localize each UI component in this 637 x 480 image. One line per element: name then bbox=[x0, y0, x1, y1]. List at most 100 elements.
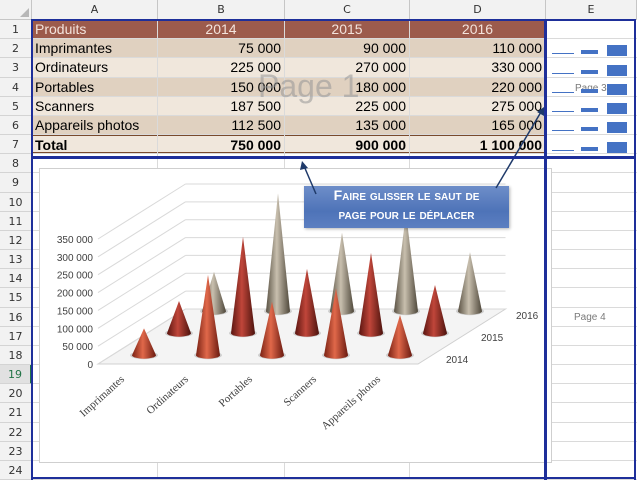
mini-bar bbox=[607, 142, 627, 153]
page-3-watermark: Page 3 bbox=[575, 83, 607, 94]
row-header-20[interactable]: 20 bbox=[0, 384, 32, 403]
chart-canvas: 0 50 000 100 000 150 000 200 000 250 000 300 0… bbox=[57, 183, 539, 432]
depth-axis-label: 2015 bbox=[481, 333, 504, 344]
total-cell[interactable]: 1 100 000 bbox=[410, 135, 545, 153]
arrowhead-icon bbox=[537, 107, 544, 116]
row-header-14[interactable]: 14 bbox=[0, 269, 32, 288]
data-cell[interactable]: Scanners bbox=[32, 97, 157, 115]
cone-2015-4[interactable] bbox=[423, 284, 447, 337]
chart-gridline bbox=[97, 272, 186, 329]
gridline bbox=[32, 115, 637, 116]
gridline bbox=[32, 38, 637, 39]
y-tick-label: 200 000 bbox=[57, 289, 94, 300]
total-cell[interactable]: Total bbox=[32, 135, 157, 153]
mini-bar bbox=[581, 70, 598, 74]
gridline bbox=[32, 57, 637, 58]
cone-2016-4[interactable] bbox=[458, 252, 483, 315]
cone-chart[interactable]: 0 50 000 100 000 150 000 200 000 250 000 300 0… bbox=[39, 168, 552, 463]
row-header-10[interactable]: 10 bbox=[0, 193, 32, 212]
data-cell[interactable]: Imprimantes bbox=[32, 39, 157, 57]
cone-2015-3[interactable] bbox=[359, 252, 383, 337]
arrowhead-icon bbox=[300, 161, 308, 170]
data-cell[interactable]: 330 000 bbox=[410, 58, 545, 77]
data-cell[interactable]: 187 500 bbox=[158, 97, 284, 115]
data-cell[interactable]: 225 000 bbox=[285, 97, 409, 115]
chart-gridline bbox=[97, 237, 186, 293]
horizontal-page-break[interactable] bbox=[31, 156, 636, 159]
row-header-17[interactable]: 17 bbox=[0, 327, 32, 346]
data-cell[interactable]: 90 000 bbox=[285, 39, 409, 57]
cone-2015-1[interactable] bbox=[231, 236, 256, 337]
page-border-bottom bbox=[31, 477, 636, 479]
data-cell[interactable]: 275 000 bbox=[410, 97, 545, 115]
data-cell[interactable]: Portables bbox=[32, 78, 157, 96]
y-tick-label: 350 000 bbox=[57, 235, 94, 246]
cone-2014-2[interactable] bbox=[260, 301, 284, 359]
data-cell[interactable]: 270 000 bbox=[285, 58, 409, 77]
arrow-to-horizontal-break bbox=[495, 111, 542, 189]
data-cell[interactable]: 110 000 bbox=[410, 39, 545, 57]
cone-2015-0[interactable] bbox=[167, 301, 191, 337]
data-cell[interactable]: 135 000 bbox=[285, 116, 409, 134]
mini-bar bbox=[581, 147, 598, 151]
mini-bar bbox=[581, 127, 598, 131]
row-header-16[interactable]: 16 bbox=[0, 308, 32, 327]
page-break-callout: Faire glisser le saut de page pour le dé… bbox=[304, 186, 509, 228]
cone-2016-3[interactable] bbox=[394, 212, 418, 315]
data-cell[interactable]: 180 000 bbox=[285, 78, 409, 96]
callout-line-1: Faire glisser le saut de bbox=[333, 187, 480, 203]
y-tick-label: 150 000 bbox=[57, 306, 94, 317]
cone-2014-0[interactable] bbox=[132, 328, 156, 359]
data-cell[interactable]: 75 000 bbox=[158, 39, 284, 57]
data-cell[interactable]: 150 000 bbox=[158, 78, 284, 96]
cone-2014-1[interactable] bbox=[196, 274, 220, 359]
header-cell[interactable]: 2015 bbox=[285, 20, 409, 38]
row-header-12[interactable]: 12 bbox=[0, 231, 32, 250]
y-tick-label: 300 000 bbox=[57, 253, 94, 264]
mini-bar bbox=[607, 84, 627, 95]
data-cell[interactable]: Ordinateurs bbox=[32, 58, 157, 77]
mini-bar bbox=[552, 130, 574, 131]
page-border-left bbox=[31, 19, 33, 480]
total-cell[interactable]: 900 000 bbox=[285, 135, 409, 153]
y-tick-label: 50 000 bbox=[62, 342, 93, 353]
page-4-watermark: Page 4 bbox=[574, 312, 606, 323]
page-border-top bbox=[31, 19, 636, 21]
data-cell[interactable]: 112 500 bbox=[158, 116, 284, 134]
data-cell[interactable]: Appareils photos bbox=[32, 116, 157, 134]
mini-bar bbox=[552, 73, 574, 74]
mini-bar bbox=[607, 45, 627, 56]
row-header-23[interactable]: 23 bbox=[0, 442, 32, 461]
data-cell[interactable]: 165 000 bbox=[410, 116, 545, 134]
cone-2016-1[interactable] bbox=[266, 193, 290, 315]
header-cell[interactable]: 2014 bbox=[158, 20, 284, 38]
row-header-21[interactable]: 21 bbox=[0, 403, 32, 423]
depth-axis-label: 2014 bbox=[446, 355, 469, 366]
chart-gridline bbox=[97, 219, 186, 276]
gridline bbox=[32, 96, 637, 97]
mini-bar bbox=[552, 150, 574, 151]
y-tick-label: 0 bbox=[87, 360, 93, 371]
header-cell[interactable]: 2016 bbox=[410, 20, 545, 38]
mini-bar bbox=[552, 92, 574, 93]
mini-bar bbox=[607, 65, 627, 76]
mini-bar bbox=[607, 122, 627, 133]
chart-gridline bbox=[97, 201, 186, 258]
header-cell[interactable]: Produits bbox=[32, 20, 157, 38]
cone-2014-3[interactable] bbox=[324, 288, 348, 359]
select-all-corner[interactable] bbox=[0, 0, 32, 20]
callout-line-2: page pour le déplacer bbox=[338, 206, 475, 222]
vertical-page-break[interactable] bbox=[544, 19, 547, 480]
mini-bar bbox=[552, 53, 574, 54]
depth-axis-label: 2016 bbox=[516, 311, 539, 322]
data-cell[interactable]: 225 000 bbox=[158, 58, 284, 77]
arrow-to-vertical-break bbox=[303, 165, 317, 195]
cone-2015-2[interactable] bbox=[295, 268, 319, 337]
total-cell[interactable]: 750 000 bbox=[158, 135, 284, 153]
mini-bar bbox=[552, 111, 574, 112]
gridline bbox=[32, 77, 637, 78]
data-cell[interactable]: 220 000 bbox=[410, 78, 545, 96]
cone-2014-4[interactable] bbox=[388, 315, 412, 359]
